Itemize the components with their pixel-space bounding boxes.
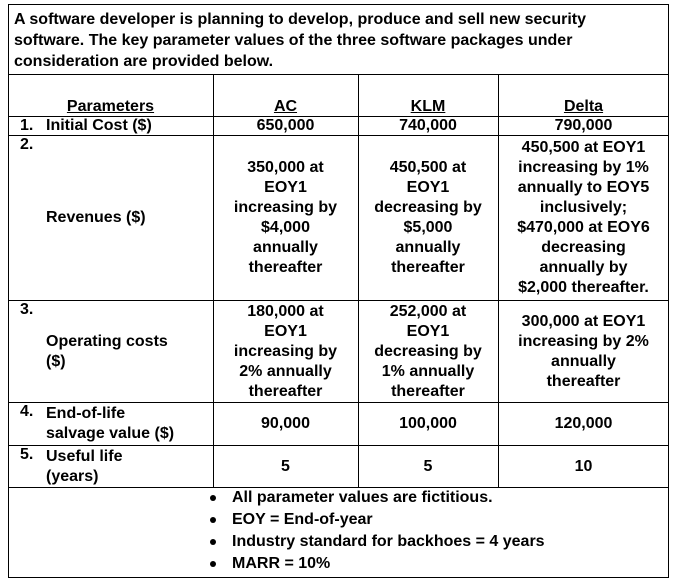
cell-value: 450,500 at EOY1 increasing by 1% annuall… [517,139,650,296]
row-label: 5. Useful life (years) [8,445,213,488]
header-text: KLM [410,98,446,115]
cell-value: 180,000 at EOY1 increasing by 2% annuall… [233,302,338,400]
row-number: 5. [20,446,34,463]
row-label-text: End-of-life salvage value ($) [46,405,175,442]
row-line [8,445,669,446]
row-label: 1. Initial Cost ($) [8,116,213,136]
cell-value: 300,000 at EOY1 increasing by 2% annuall… [518,312,649,390]
col-line [498,74,499,487]
row-number: 1. [20,117,34,134]
row-line [8,74,669,75]
row-label-text: Operating costs ($) [46,332,168,370]
cell-value: 350,000 at EOY1 increasing by $4,000 ann… [233,159,338,276]
cell-value: 5 [281,457,290,475]
note: Industry standard for backhoes = 4 years [210,531,545,553]
row-number: 4. [20,403,34,420]
header-cell: Parameters [8,74,213,117]
col-line [213,74,214,487]
cell-value: 5 [423,457,433,475]
row-label-text: Revenues ($) [46,209,146,226]
note: MARR = 10% [210,553,545,575]
row-line [8,487,669,488]
header-text: AC [273,98,298,115]
row-line [8,135,669,136]
row-line [8,300,669,301]
frame [8,4,669,578]
header-cell: Delta [498,74,669,117]
cell-value: 740,000 [399,117,457,134]
notes: All parameter values are fictitious. EOY … [210,487,545,575]
header-cell: AC [213,74,358,117]
cell-value: 650,000 [256,117,315,134]
cell-value: 120,000 [554,415,613,432]
col-line [358,74,359,487]
row-label-text: Useful life (years) [46,447,123,485]
row-line [8,402,669,403]
note: EOY = End-of-year [210,509,545,531]
row-label-text: Initial Cost ($) [46,117,152,134]
header-text: Delta [563,98,604,115]
cell-value: 450,500 at EOY1 decreasing by $5,000 ann… [374,159,482,276]
header-cell: KLM [358,74,498,117]
row-number: 3. [20,301,34,318]
cell-value: 90,000 [261,415,310,432]
row-label: 3. Operating costs ($) [8,300,213,403]
cell-value: 790,000 [554,117,613,134]
cell-value: 252,000 at EOY1 decreasing by 1% annuall… [374,302,482,400]
cell-value: 100,000 [399,415,457,432]
row-label: 4. End-of-life salvage value ($) [8,402,213,446]
header-text: Parameters [66,98,155,115]
cell-value: 10 [574,457,593,475]
row-label: 2. Revenues ($) [8,135,213,301]
row-line [8,116,669,117]
row-number: 2. [20,136,34,153]
note: All parameter values are fictitious. [210,487,545,509]
intro: A software developer is planning to deve… [14,11,586,70]
